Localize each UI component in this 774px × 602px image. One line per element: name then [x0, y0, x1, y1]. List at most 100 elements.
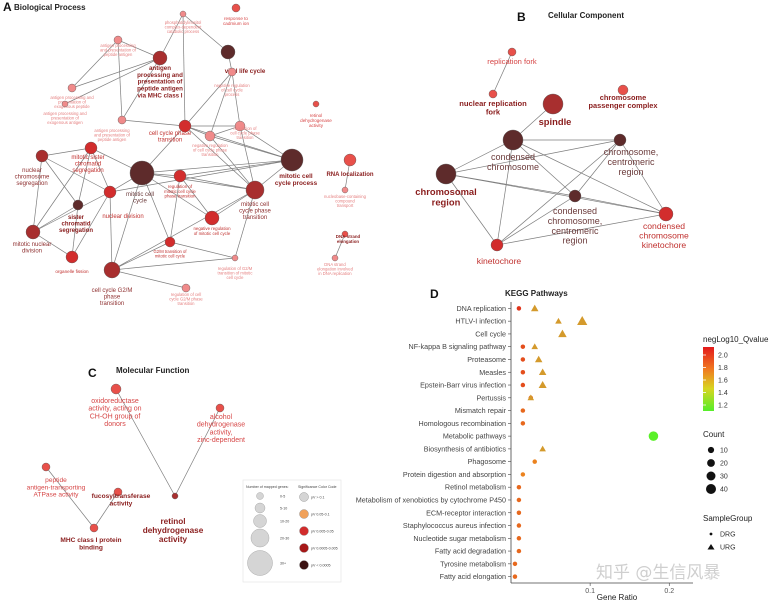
kegg-point-drg — [520, 408, 526, 413]
panel-b-node: condensed chromosome kinetochore — [639, 206, 689, 250]
panel-a-node-label: mitotic sister chromatid segregation — [71, 155, 104, 174]
panel-c-node-circle — [89, 523, 99, 533]
panel-c-node-label: fucosyltransferase activity — [92, 493, 151, 507]
color-legend-swatch — [299, 560, 309, 570]
kegg-point-urg — [539, 445, 546, 452]
panel-a-edge — [71, 57, 161, 89]
kegg-y-tick-label: Mismatch repair — [455, 406, 507, 415]
color-legend-label: pV 0.005-0.05 — [311, 530, 334, 534]
kegg-point-drg — [520, 472, 526, 477]
panel-c-edge — [93, 491, 119, 529]
panel-a-node-label: RNA localization — [326, 172, 373, 178]
kegg-point-drg — [516, 510, 522, 515]
panel-a-node: cell cycle phase transition — [149, 119, 192, 144]
panel-d-kegg-chart: DNA replication HTLV-I infection Cell cycl… — [356, 302, 769, 602]
panel-c-node-label: MHC class I protein binding — [60, 537, 121, 551]
panel-c-node: alcohol dehydrogenase activity, zinc-depend… — [197, 403, 245, 444]
panel-b-edge — [512, 139, 667, 215]
kegg-point-drg — [516, 484, 522, 490]
panel-a-edge — [141, 172, 256, 191]
panel-a-node-label: sister chromatid segregation — [59, 215, 93, 234]
panel-a-node-circle — [173, 169, 187, 183]
panel-a-node-circle — [231, 3, 241, 13]
panel-a-node-label: regulation of G2/M transition of mitotic c… — [218, 266, 253, 280]
panel-a-node-circle — [103, 261, 121, 279]
size-legend-label: 10-20 — [280, 520, 289, 524]
kegg-y-tick-label: Staphylococcus aureus infection — [403, 521, 506, 530]
panel-a-node-label: phosphatidylinositol complex-dependent cat… — [165, 20, 203, 34]
panel-b-node-label: condensed chromosome, centromeric region — [548, 206, 603, 246]
panel-c-node: MHC class I protein binding — [60, 523, 122, 551]
panel-a-node: antigen processing and presentation of pep… — [94, 115, 131, 142]
color-legend-tick: 1.8 — [718, 365, 728, 372]
panel-a-node-circle — [280, 148, 304, 172]
panel-a-node-circle — [25, 224, 41, 240]
panel-b-edge — [496, 213, 667, 246]
kegg-point-drg — [512, 561, 518, 567]
kegg-point-drg — [648, 431, 659, 441]
kegg-point-drg — [532, 459, 537, 464]
kegg-y-tick-label: Metabolism of xenobiotics by cytochrome … — [356, 495, 506, 504]
color-legend-title: Significance Color Code — [298, 485, 337, 489]
kegg-y-tick-label: Retinol metabolism — [445, 483, 506, 492]
panel-b-edge — [496, 139, 514, 246]
panel-a-edge — [334, 233, 346, 259]
panel-c-node-circle — [215, 403, 225, 413]
kegg-point-drg — [516, 523, 522, 528]
panel-b-edge — [496, 139, 621, 246]
panel-a-node-circle — [117, 115, 127, 125]
count-legend-label: 40 — [720, 487, 728, 494]
panel-a-edge — [111, 269, 187, 289]
kegg-y-tick-label: HTLV-I infection — [455, 317, 506, 326]
panel-b-node-label: chromosome passenger complex — [588, 93, 658, 110]
panel-a-edge — [111, 189, 256, 271]
panel-a-edge — [109, 191, 113, 271]
panel-a-edge — [117, 39, 161, 59]
panel-b-edge — [445, 173, 667, 215]
kegg-point-drg — [516, 536, 522, 541]
panel-a-node: phosphatidylinositol complex-dependent cat… — [165, 10, 203, 34]
panel-a-edge — [32, 231, 73, 258]
panel-a-edge — [32, 204, 79, 233]
panel-b-node-label: chromosomal region — [415, 186, 476, 207]
kegg-point-drg — [516, 306, 522, 311]
panel-a-node-circle — [245, 180, 265, 200]
panel-b-node-label: kinetochore — [477, 256, 522, 266]
panel-a-edge — [209, 125, 241, 137]
panel-a-node-label: nuclear chromosome segregation — [15, 168, 50, 187]
panel-a-node-circle — [204, 130, 216, 142]
panel-a-edge — [141, 159, 293, 174]
panel-a-edge — [111, 257, 236, 271]
panel-c-node: peptide antigen-transporting ATPase activi… — [27, 462, 86, 499]
size-legend-circle — [247, 550, 273, 576]
kegg-y-tick-label: Cell cycle — [475, 329, 506, 338]
panel-a-edge — [184, 71, 233, 127]
panel-b-node-circle — [658, 206, 674, 222]
panel-a-node-circle — [67, 83, 77, 93]
count-legend-label: 20 — [720, 461, 728, 468]
panel-a-node: negative regulation of cell cycle phase tr… — [192, 130, 228, 157]
panel-a-edge — [209, 135, 256, 191]
panel-b-node: chromosome, centromeric region — [604, 133, 658, 177]
panel-a-node-circle — [35, 149, 49, 163]
group-legend-triangle — [707, 544, 715, 550]
panel-d-title: KEGG Pathways — [505, 289, 568, 298]
panel-a-edge — [184, 125, 256, 191]
panel-a-node-circle — [84, 141, 98, 155]
group-legend-circle — [709, 532, 713, 536]
kegg-y-tick-label: Protein digestion and absorption — [403, 470, 506, 479]
panel-b-node-label: condensed chromosome — [487, 152, 539, 172]
panel-b-network: replication fork nuclear replication fork s… — [415, 47, 689, 266]
panel-c-node-label: retinol dehydrogenase activity — [143, 517, 204, 544]
panel-a-node-label: retinol dehydrogenase activity — [300, 113, 332, 128]
panel-a-node-circle — [181, 283, 191, 293]
panel-a-edge — [182, 13, 186, 127]
kegg-y-tick-label: Proteasome — [467, 355, 506, 364]
panel-a-node-label: antigen processing and presentation of pep… — [94, 128, 131, 142]
kegg-point-urg — [538, 368, 547, 376]
kegg-y-tick-label: Tyrosine metabolism — [440, 559, 506, 568]
panel-a-node-label: DNA-strand elongation — [336, 234, 361, 244]
panel-a-node: antigen processing and presentation of pept… — [137, 50, 183, 99]
panel-b-edge — [492, 51, 513, 95]
panel-a-edge — [32, 191, 111, 233]
